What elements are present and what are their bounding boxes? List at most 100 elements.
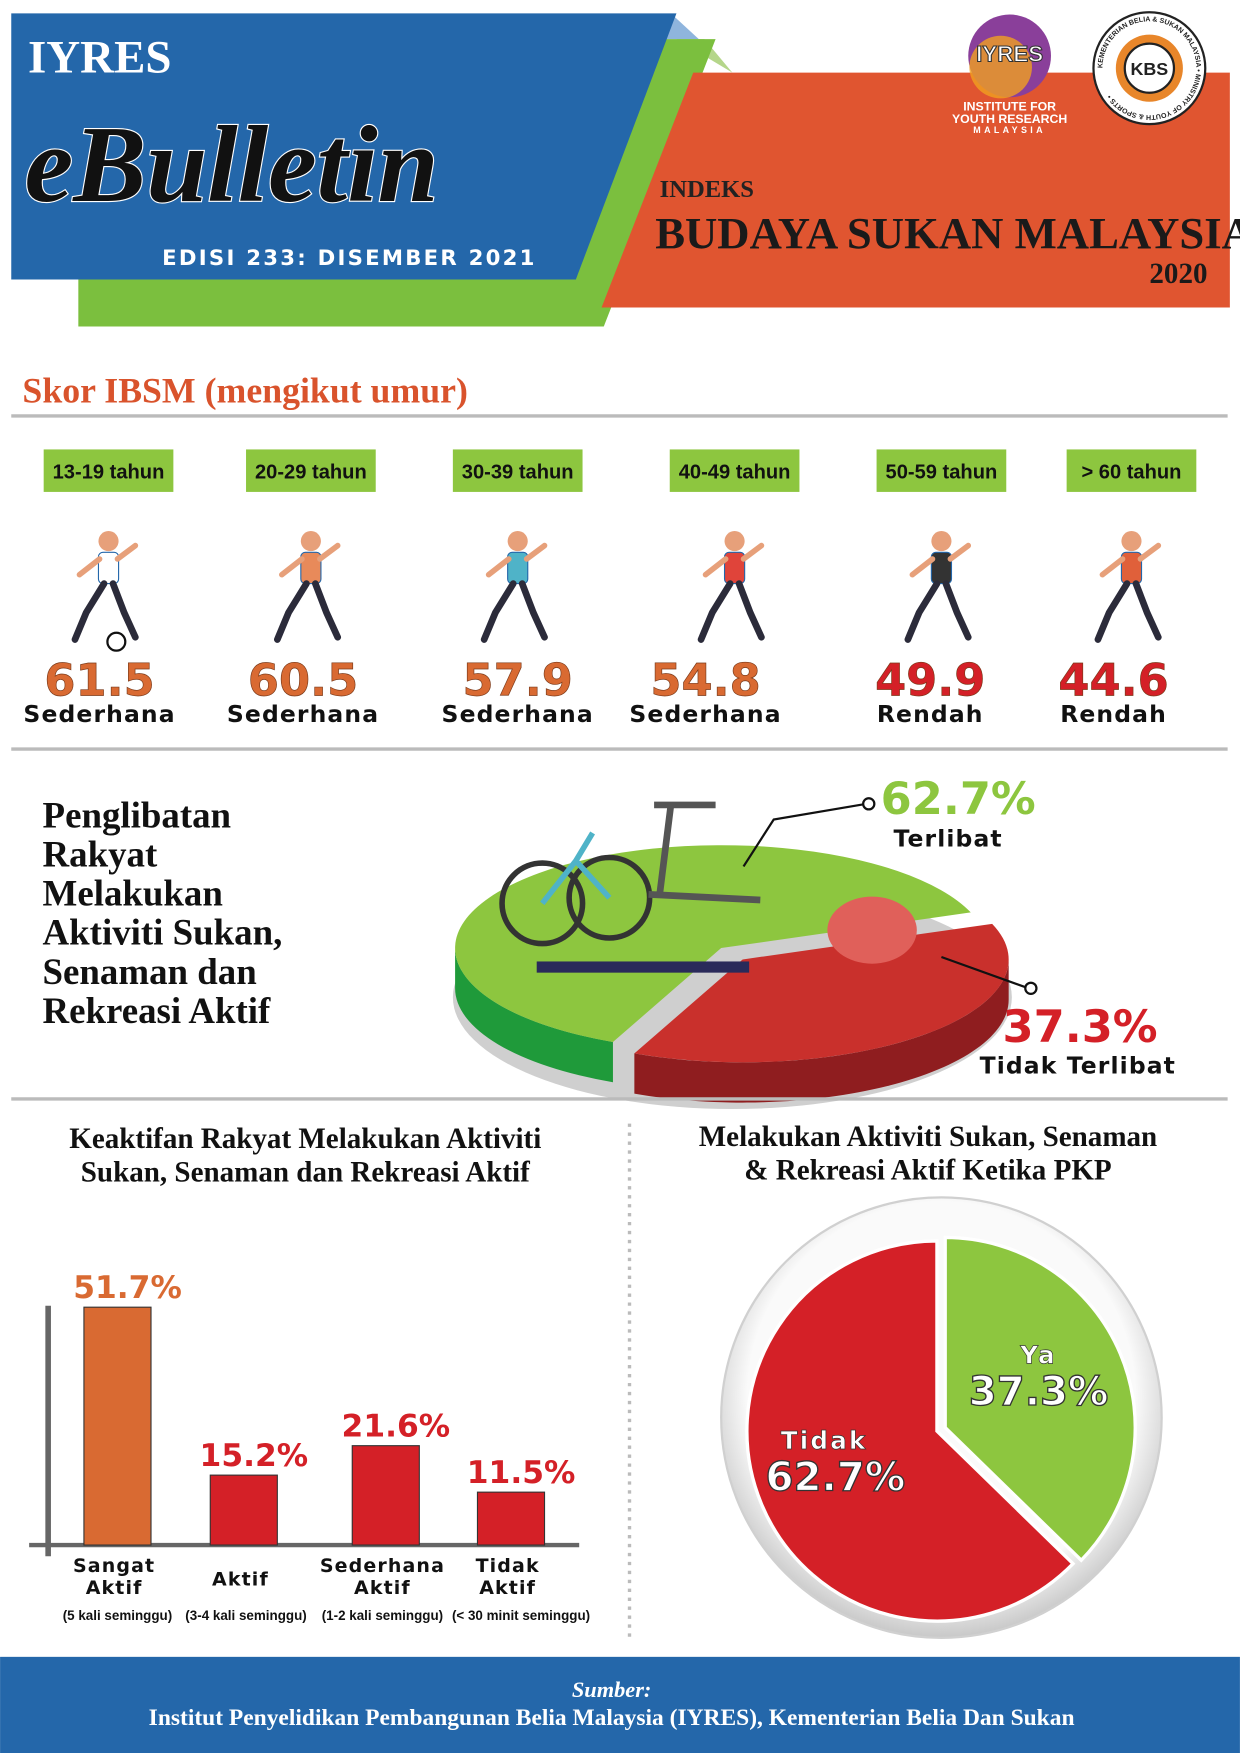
athlete-body (723, 551, 746, 585)
age-label: 40-49 tahun (679, 461, 791, 483)
value-label: 51.7% (73, 1270, 182, 1306)
source: Institut Penyelidikan Pembangunan Belia … (149, 1705, 1075, 1731)
bar (83, 1306, 152, 1546)
category-note: (< 30 minit seminggu) (452, 1608, 590, 1623)
value-label: 11.5% (467, 1455, 576, 1491)
year: 2020 (1149, 258, 1207, 290)
athlete-legs (273, 580, 342, 643)
athlete-arms (485, 542, 548, 578)
edition: EDISI 233: DISEMBER 2021 (162, 246, 536, 271)
athlete-head (98, 531, 119, 552)
score-level: Sederhana (227, 700, 379, 728)
age-badge (246, 449, 376, 492)
blue-band (11, 13, 677, 280)
index-title: BUDAYA SUKAN MALAYSIA (655, 208, 1240, 258)
section-title: Melakukan (43, 873, 223, 914)
athlete-arms (279, 542, 341, 578)
brand: IYRES (28, 32, 171, 84)
age-badge (669, 449, 800, 492)
score-level: Sederhana (23, 700, 175, 728)
decor-treadmill (648, 801, 761, 904)
bar (476, 1491, 546, 1546)
athlete-legs (904, 580, 972, 643)
score-level: Rendah (877, 700, 984, 728)
athlete-arms (76, 542, 139, 578)
leader-line (742, 802, 867, 868)
value-label: 21.6% (342, 1409, 451, 1445)
score: 44.6 (1058, 653, 1168, 706)
title: eBulletin (25, 103, 439, 225)
iyres-caption: YOUTH RESEARCH (952, 112, 1067, 126)
age-badge (43, 449, 174, 492)
section-title: Skor IBSM (mengikut umur) (22, 370, 467, 410)
age-badge (1066, 449, 1197, 492)
athlete-legs (480, 580, 548, 643)
age-badge (876, 449, 1007, 492)
iyres-caption: INSTITUTE FOR (963, 100, 1056, 114)
value-label: 62.7% (766, 1455, 906, 1501)
iyres-caption: MALAYSIA (973, 125, 1046, 135)
section-title: Aktiviti Sukan, (43, 912, 283, 953)
category-label: Tidak (781, 1426, 868, 1455)
section-title: Rakyat (43, 833, 158, 874)
leader-dot (1024, 981, 1038, 996)
score-level: Rendah (1060, 700, 1167, 728)
score: 49.9 (875, 653, 985, 706)
chart-title: Melakukan Aktiviti Sukan, Senaman (699, 1121, 1157, 1153)
category-label: Sangat Aktif (73, 1555, 155, 1599)
athlete-arms (909, 542, 972, 578)
score-level: Sederhana (629, 700, 781, 728)
ball (106, 631, 127, 652)
decor-bike (540, 831, 612, 906)
leader-dot (862, 797, 876, 811)
value-label: 37.3% (969, 1369, 1109, 1415)
age-badge (452, 449, 583, 492)
athlete-arms (702, 542, 765, 578)
iyres-logo-text: IYRES (976, 41, 1043, 66)
score: 60.5 (248, 653, 358, 706)
score: 57.9 (463, 653, 573, 706)
pie-slice (634, 923, 1009, 1063)
age-label: 20-29 tahun (255, 461, 367, 483)
kbs-logo-inner (1123, 42, 1176, 94)
kbs-logo-text: KBS (1130, 59, 1168, 79)
score: 61.5 (44, 653, 154, 706)
section-title: Rekreasi Aktif (43, 990, 271, 1031)
age-label: 30-39 tahun (462, 461, 574, 483)
category-note: (5 kali seminggu) (63, 1608, 173, 1623)
athlete-head (300, 531, 321, 552)
value-label: 62.7% (881, 772, 1036, 825)
athlete-body (930, 551, 953, 585)
score-level: Sederhana (442, 700, 594, 728)
bar (351, 1445, 420, 1546)
iyres-logo-part (969, 35, 1032, 99)
athlete-arms (1099, 542, 1162, 578)
index-label: INDEKS (660, 176, 754, 203)
category-note: (3-4 kali seminggu) (185, 1608, 306, 1623)
pie-slice-side (455, 948, 613, 1083)
orange-band (601, 72, 1230, 308)
category-label: Aktif (212, 1568, 269, 1590)
chart-title: Sukan, Senaman dan Rekreasi Aktif (81, 1157, 530, 1189)
athlete-legs (1094, 580, 1162, 643)
category-note: (1-2 kali seminggu) (322, 1608, 443, 1623)
athlete-body (507, 551, 529, 585)
score: 54.8 (650, 653, 760, 706)
pkp-pie-chart: Melakukan Aktiviti Sukan, Senaman& Rekre… (699, 1121, 1163, 1639)
pie-slice (943, 1235, 1137, 1563)
source-label: Sumber: (572, 1677, 651, 1702)
chart-title: Keaktifan Rakyat Melakukan Aktiviti (69, 1123, 541, 1155)
athlete-body (300, 551, 322, 585)
footer-band (0, 1656, 1240, 1753)
age-label: 13-19 tahun (53, 461, 165, 483)
decor-wheel (499, 860, 586, 947)
athlete-legs (697, 580, 765, 643)
bar (209, 1474, 278, 1546)
age-label: > 60 tahun (1081, 461, 1181, 483)
pie-slice (745, 1239, 1076, 1623)
athlete-head (724, 531, 745, 552)
athlete-legs (71, 580, 139, 643)
